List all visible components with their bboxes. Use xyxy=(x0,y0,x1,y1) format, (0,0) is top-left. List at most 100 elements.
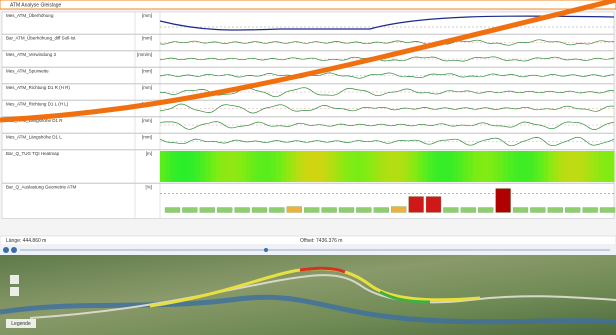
heatmap-cell xyxy=(559,151,565,182)
heatmap-cell xyxy=(594,151,600,182)
scroll-thumb[interactable] xyxy=(264,248,268,252)
chart-rows: Mes_ATM_Überhöhung[mm]Bar_ATM_Überhöhung… xyxy=(2,12,615,219)
heatmap-cell xyxy=(160,151,166,182)
heatmap-cell xyxy=(553,151,559,182)
title-bar xyxy=(0,0,616,9)
heatmap-cell xyxy=(261,151,267,182)
heatmap-cell xyxy=(382,151,388,182)
heatmap-cell xyxy=(422,151,428,182)
utilization-bar xyxy=(409,197,424,213)
utilization-bar xyxy=(182,208,197,213)
heatmap-cell xyxy=(301,151,307,182)
heatmap-cell xyxy=(604,151,610,182)
screen: ATM Analyse Gleislage Mes_ATM_Überhöhung… xyxy=(0,0,616,335)
utilization-bar xyxy=(252,208,267,213)
map-zoom-in[interactable] xyxy=(10,275,19,284)
utilization-bar xyxy=(217,208,232,213)
heatmap-cell xyxy=(251,151,257,182)
heatmap-cell xyxy=(407,151,413,182)
utilization-bar xyxy=(165,208,180,213)
heatmap-cell xyxy=(215,151,221,182)
utilization-bar xyxy=(461,208,476,213)
heatmap-cell xyxy=(291,151,297,182)
heatmap-cell xyxy=(463,151,469,182)
heatmap-cell xyxy=(579,151,585,182)
heatmap-cell xyxy=(564,151,570,182)
offset-label: Offset: 7436.376 m xyxy=(300,238,342,244)
utilization-bar xyxy=(339,208,354,213)
row-label: Mes_ATM_Überhöhung xyxy=(6,12,54,18)
utilization-bar xyxy=(600,208,615,213)
heatmap-cell xyxy=(236,151,242,182)
heatmap-cell xyxy=(347,151,353,182)
utilization-bar xyxy=(443,208,458,213)
row-unit: [mm] xyxy=(142,118,152,123)
heatmap-cell xyxy=(543,151,549,182)
heatmap-cell xyxy=(377,151,383,182)
heatmap-cell xyxy=(170,151,176,182)
row-unit: [mm] xyxy=(142,135,152,140)
row-unit: [mm] xyxy=(142,13,152,18)
heatmap-cell xyxy=(306,151,312,182)
heatmap-cell xyxy=(473,151,479,182)
heatmap-cell xyxy=(276,151,282,182)
row-unit: [mm/m] xyxy=(137,52,152,57)
utilization-bar xyxy=(426,197,441,213)
heatmap-cell xyxy=(372,151,378,182)
heatmap-cell xyxy=(397,151,403,182)
heatmap-cell xyxy=(286,151,292,182)
heatmap-cell xyxy=(442,151,448,182)
heatmap-cell xyxy=(538,151,544,182)
heatmap-cell xyxy=(326,151,332,182)
heatmap-cell xyxy=(392,151,398,182)
heatmap-cell xyxy=(256,151,262,182)
heatmap-cell xyxy=(417,151,423,182)
heatmap-cell xyxy=(190,151,196,182)
heatmap-cell xyxy=(210,151,216,182)
zoom-button[interactable] xyxy=(3,247,9,253)
map: Legende xyxy=(0,255,616,335)
row-label: Mes_ATM_Richtung D1 R (H R) xyxy=(6,85,70,90)
utilization-bar xyxy=(548,208,563,213)
row-unit: [mm] xyxy=(142,36,152,41)
row-unit: [%] xyxy=(145,185,152,190)
heatmap-cell xyxy=(316,151,322,182)
heatmap-cell xyxy=(337,151,343,182)
utilization-bar xyxy=(513,208,528,213)
heatmap-cell xyxy=(200,151,206,182)
heatmap-cell xyxy=(528,151,534,182)
heatmap-cell xyxy=(175,151,181,182)
utilization-bar xyxy=(583,208,598,213)
utilization-bar xyxy=(530,208,545,213)
utilization-bar xyxy=(478,208,493,213)
heatmap-cell xyxy=(533,151,539,182)
heatmap-cell xyxy=(412,151,418,182)
pan-button[interactable] xyxy=(11,247,17,253)
utilization-bar xyxy=(304,208,319,213)
utilization-bar xyxy=(322,208,337,213)
heatmap-cell xyxy=(246,151,252,182)
heatmap-cell xyxy=(402,151,408,182)
row-unit: [m] xyxy=(146,151,152,156)
heatmap-cell xyxy=(387,151,393,182)
heatmap-cell xyxy=(332,151,338,182)
heatmap-cell xyxy=(508,151,514,182)
row-label: Bar_Q_Auslastung Geometrie ATM xyxy=(6,185,76,190)
heatmap-cell xyxy=(221,151,227,182)
heatmap-cell xyxy=(453,151,459,182)
utilization-bar xyxy=(269,208,284,213)
heatmap-cell xyxy=(513,151,519,182)
map-zoom-out[interactable] xyxy=(10,287,19,296)
heatmap-cell xyxy=(231,151,237,182)
heatmap-cell xyxy=(518,151,524,182)
heatmap-cell xyxy=(357,151,363,182)
heatmap-cell xyxy=(493,151,499,182)
row-label: Bar_Q_TUG TQI Heatmap xyxy=(6,151,60,156)
heatmap-cell xyxy=(296,151,302,182)
heatmap-cell xyxy=(437,151,443,182)
row-label: Mes_ATM_Spurweite xyxy=(6,69,49,74)
heatmap-cell xyxy=(483,151,489,182)
heatmap-cell xyxy=(448,151,454,182)
heatmap-cell xyxy=(321,151,327,182)
heatmap-cell xyxy=(432,151,438,182)
